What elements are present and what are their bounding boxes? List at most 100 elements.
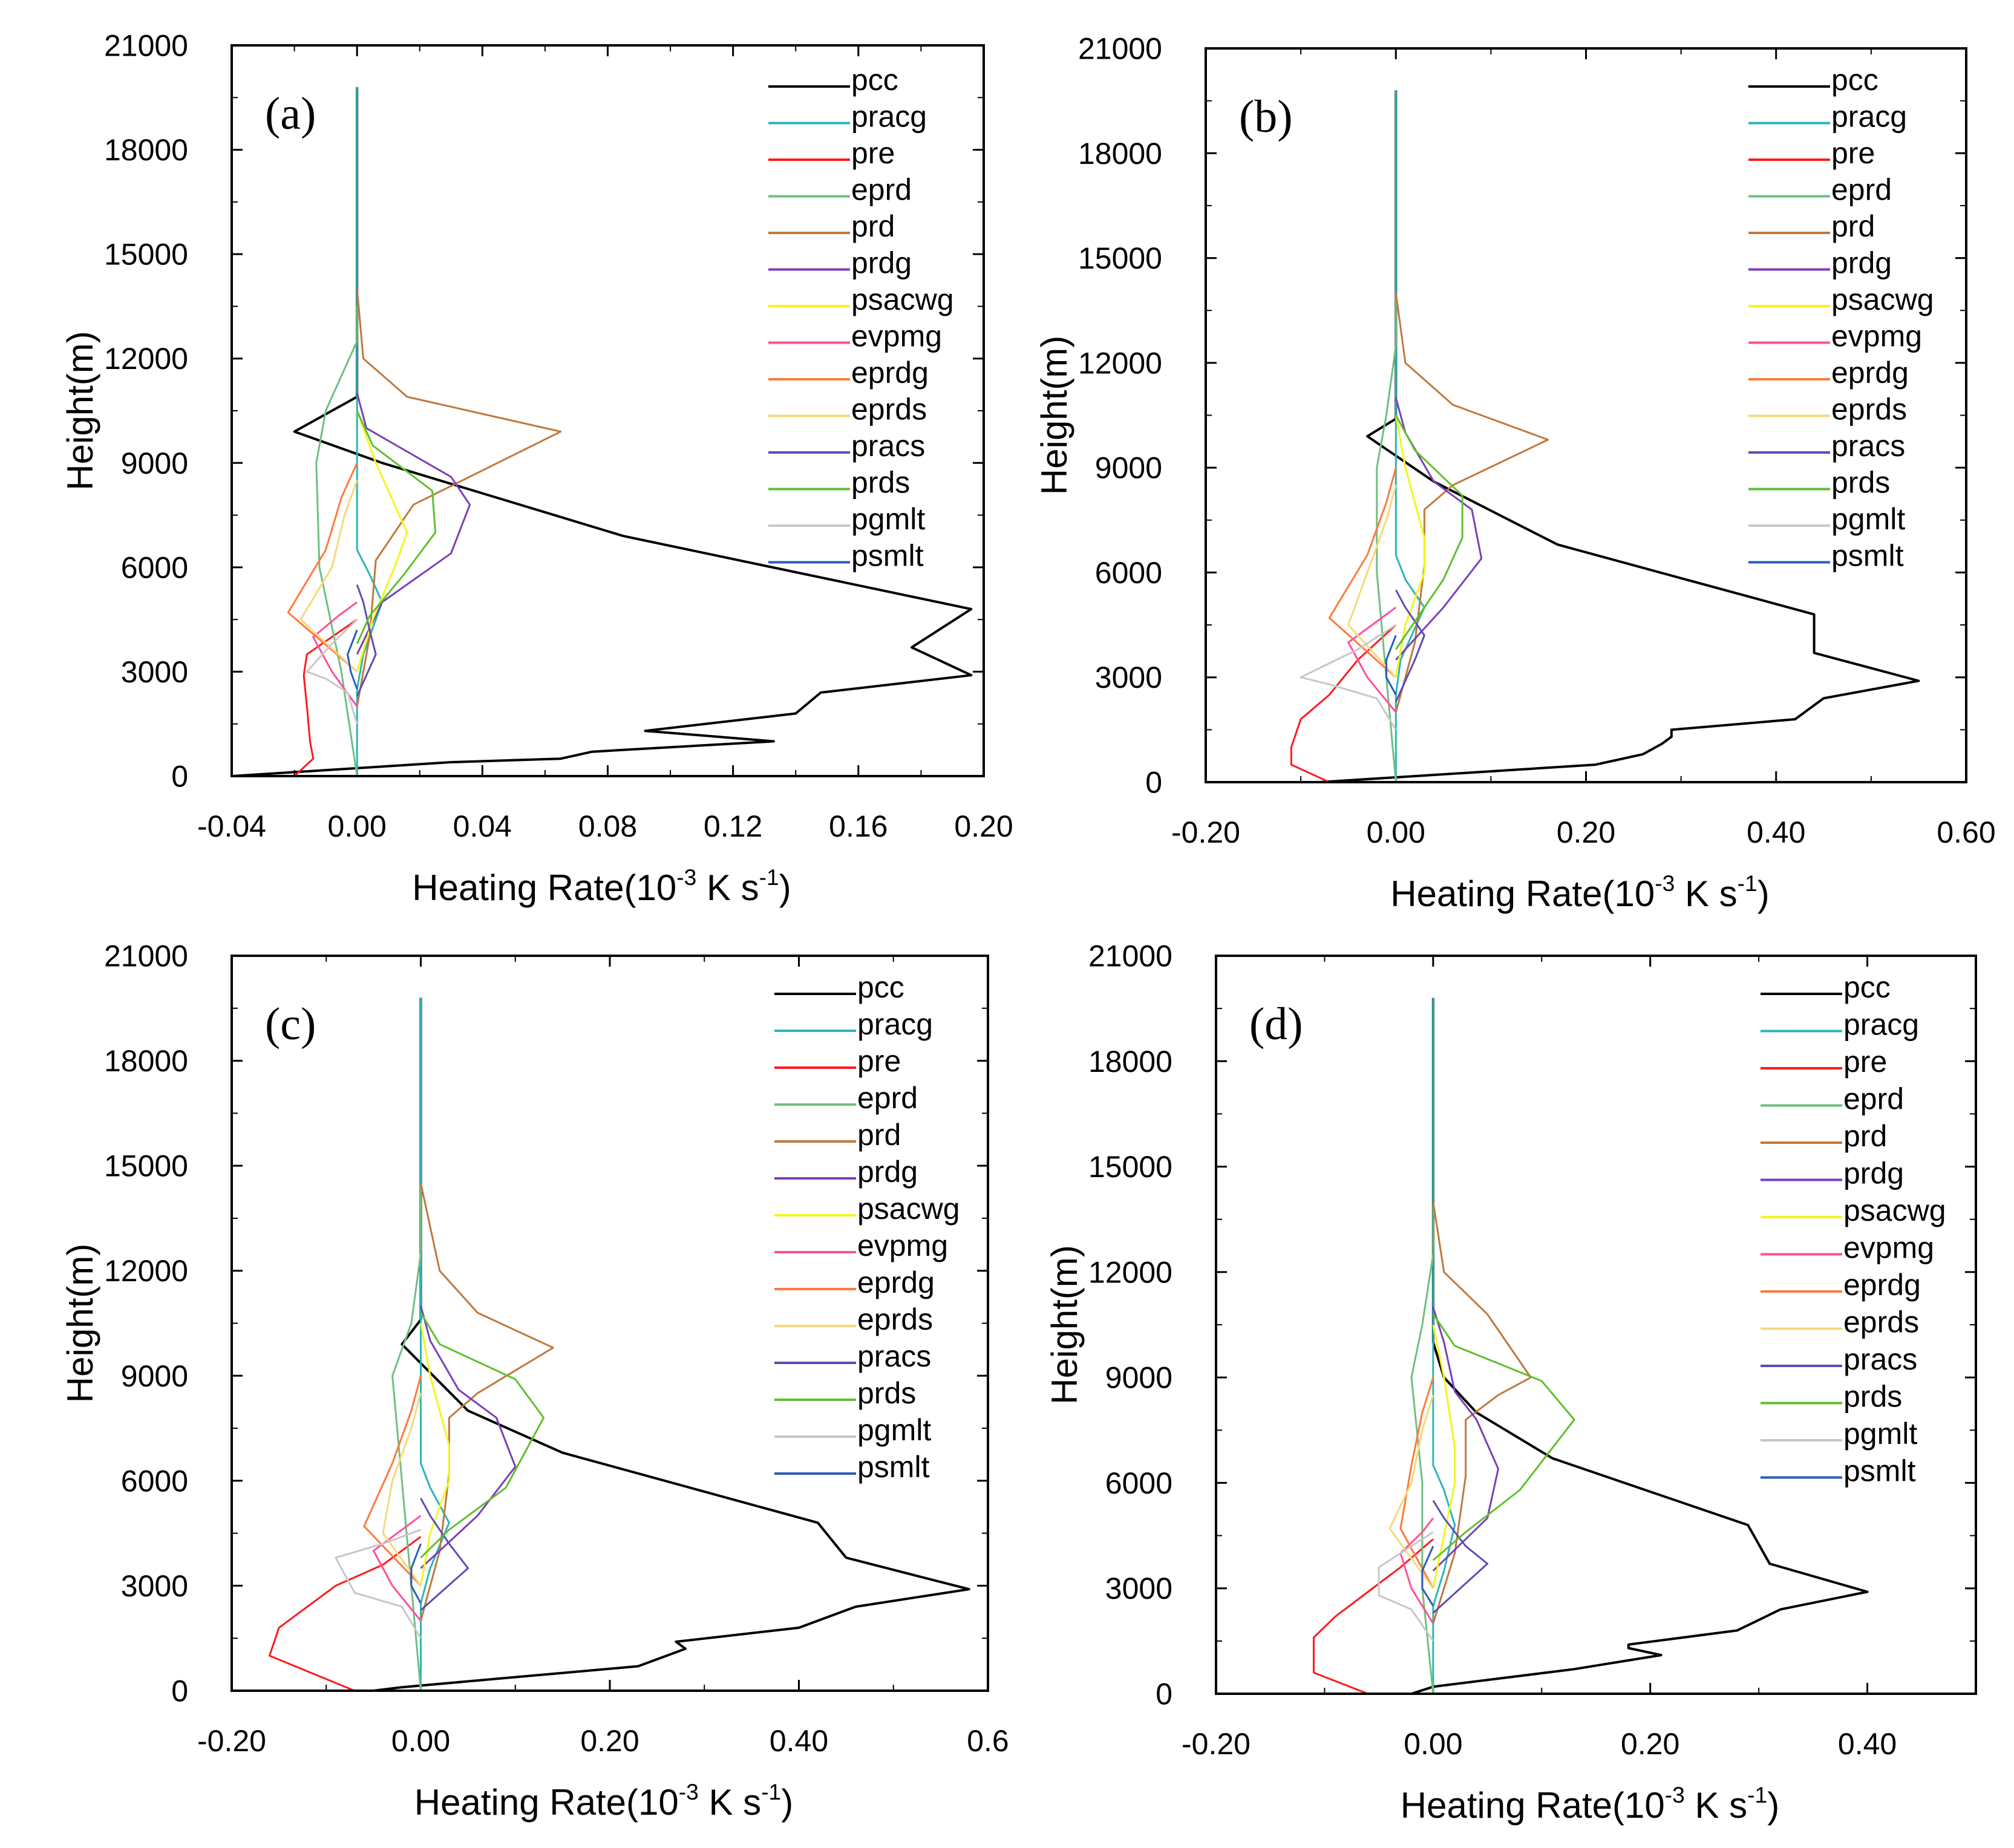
chart-panel-c: 0 3000 6000 9000 12000 15000 18000 21000 -0.20 0.…: [60, 939, 1009, 1823]
legend-label-pracs: pracs: [851, 429, 925, 463]
y-tick-label: 6000: [121, 550, 188, 584]
plot-frame: [1205, 47, 1967, 783]
y-tick-label: 15000: [104, 1149, 188, 1183]
panel-label: (c): [265, 999, 316, 1050]
series-line-pgmlt: [1378, 1531, 1434, 1642]
series-line-prds: [420, 1312, 545, 1559]
legend-label-pgmlt: pgmlt: [851, 502, 925, 536]
series-line-psmlt: [347, 629, 358, 690]
y-axis-label: Height(m): [60, 1244, 100, 1403]
legend-label-pre: pre: [851, 136, 895, 170]
legend-label-pre: pre: [1831, 136, 1875, 170]
legend-label-prds: prds: [857, 1376, 916, 1410]
series-line-pcc: [231, 87, 973, 777]
series-line-eprdg: [1399, 1377, 1434, 1589]
panel-label: (d): [1249, 999, 1303, 1050]
legend-label-eprd: eprd: [857, 1081, 918, 1115]
series-line-pcc: [1319, 90, 1920, 783]
plot-frame: [230, 44, 985, 777]
legend-label-psacwg: psacwg: [1843, 1193, 1946, 1227]
panel-label: (a): [265, 88, 316, 139]
panel-label: (b): [1239, 91, 1293, 142]
legend-label-prdg: prdg: [857, 1155, 918, 1189]
series-line-psmlt: [1421, 1546, 1434, 1607]
y-tick-label: 6000: [1095, 556, 1162, 590]
legend-label-pracg: pracg: [1831, 100, 1907, 134]
y-tick-label: 3000: [1095, 661, 1162, 694]
legend-label-evpmg: evpmg: [857, 1229, 948, 1262]
y-tick-label: 3000: [121, 1569, 188, 1603]
legend-label-pcc: pcc: [851, 63, 898, 97]
legend-label-eprdg: eprdg: [1843, 1268, 1921, 1302]
x-tick-label: 0.12: [704, 809, 762, 843]
y-tick-label: 18000: [104, 133, 188, 167]
legend-label-prd: prd: [857, 1118, 901, 1152]
y-tick-label: 21000: [104, 29, 188, 63]
series-line-psacwg: [420, 1323, 450, 1586]
legend-label-eprdg: eprdg: [851, 356, 929, 390]
x-axis-label: Heating Rate(10-3 K s-1): [412, 864, 791, 908]
series-line-prd: [420, 1183, 554, 1621]
legend-label-evpmg: evpmg: [851, 319, 942, 353]
y-tick-label: 18000: [1088, 1045, 1172, 1079]
legend-label-pcc: pcc: [1843, 970, 1891, 1004]
series-line-pracg: [356, 87, 384, 776]
chart-panel-a: 0 3000 6000 9000 12000 15000 18000 21000 -0.04 0.…: [60, 29, 1013, 909]
legend-label-psmlt: psmlt: [857, 1450, 930, 1484]
y-tick-label: 12000: [1088, 1255, 1172, 1289]
y-tick-label: 9000: [121, 1359, 188, 1393]
legend-label-pcc: pcc: [857, 970, 904, 1004]
legend-label-eprd: eprd: [1843, 1082, 1904, 1116]
legend-label-prd: prd: [1843, 1119, 1887, 1153]
series-line-evpmg: [1347, 606, 1397, 713]
series-line-eprds: [299, 480, 358, 673]
series-line-psacwg: [356, 410, 408, 672]
legend-label-prd: prd: [1831, 209, 1875, 243]
series-line-eprdg: [363, 1375, 422, 1587]
x-axis-label: Heating Rate(10-3 K s-1): [414, 1779, 793, 1823]
y-tick-label: 0: [171, 1674, 188, 1708]
legend-label-psacwg: psacwg: [1831, 282, 1934, 316]
x-tick-label: 0.00: [328, 809, 387, 843]
y-tick-label: 15000: [1078, 241, 1162, 275]
y-tick-label: 0: [1145, 766, 1162, 800]
series-line-pracs: [420, 1498, 469, 1611]
y-tick-label: 21000: [1088, 939, 1172, 973]
legend-label-eprds: eprds: [857, 1302, 933, 1336]
legend-label-prds: prds: [851, 466, 910, 500]
legend-label-pre: pre: [1843, 1045, 1887, 1079]
series-line-pracs: [1394, 589, 1425, 702]
series-line-prds: [1432, 1313, 1575, 1561]
y-tick-label: 9000: [1105, 1361, 1172, 1395]
x-tick-label: 0.20: [954, 809, 1013, 843]
legend-label-pracs: pracs: [1831, 429, 1905, 463]
y-axis-label: Height(m): [1044, 1245, 1085, 1404]
y-axis-label: Height(m): [1034, 336, 1074, 495]
series-line-eprd: [315, 306, 358, 777]
legend-label-eprd: eprd: [851, 173, 912, 207]
series-line-prds: [356, 410, 437, 645]
x-tick-label: 0.00: [391, 1724, 450, 1758]
y-tick-label: 6000: [1105, 1466, 1172, 1500]
x-tick-label: -0.20: [1171, 815, 1240, 849]
legend-label-psacwg: psacwg: [851, 282, 954, 316]
x-tick-label: 0.6: [967, 1724, 1009, 1758]
x-tick-label: 0.16: [829, 809, 888, 843]
plot-frame: [1215, 955, 1977, 1695]
series-line-pre: [269, 1536, 422, 1692]
series-line-pgmlt: [335, 1529, 422, 1639]
y-tick-label: 12000: [104, 342, 188, 376]
series-line-prd: [356, 289, 562, 707]
legend-label-prd: prd: [851, 209, 895, 243]
series-line-eprds: [1347, 485, 1397, 678]
y-tick-label: 18000: [104, 1044, 188, 1078]
chart-panel-d: 0 3000 6000 9000 12000 15000 18000 21000 -0.20 0.…: [1044, 939, 1977, 1826]
x-tick-label: 0.20: [1557, 815, 1615, 849]
series-line-prd: [1432, 1201, 1532, 1624]
legend-label-evpmg: evpmg: [1843, 1231, 1934, 1265]
x-tick-label: 0.40: [1838, 1727, 1897, 1761]
y-tick-label: 12000: [104, 1254, 188, 1288]
series-line-psacwg: [1394, 415, 1425, 677]
legend-label-pracg: pracg: [851, 100, 927, 134]
